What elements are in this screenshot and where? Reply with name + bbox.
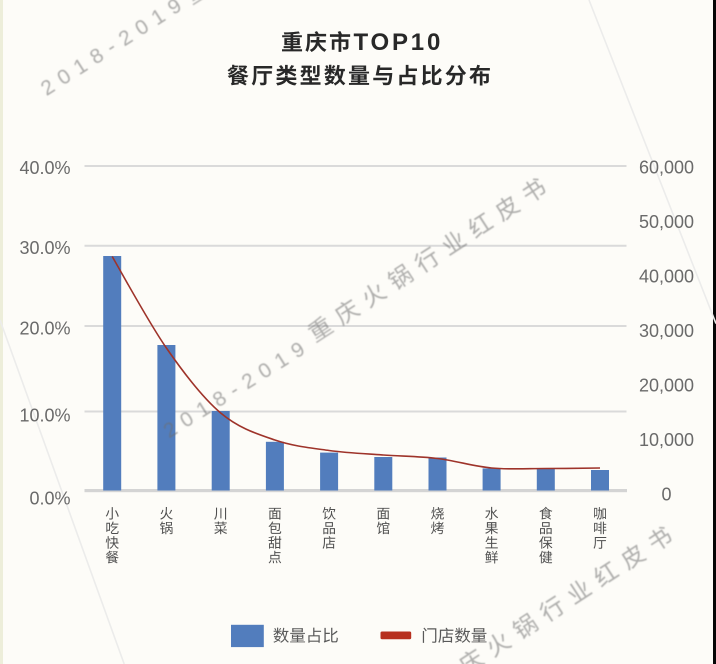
svg-text:60,000: 60,000	[639, 158, 694, 178]
svg-text:0.0%: 0.0%	[29, 489, 70, 509]
svg-text:30,000: 30,000	[639, 321, 694, 341]
svg-text:10,000: 10,000	[639, 430, 694, 450]
svg-text:20.0%: 20.0%	[19, 319, 70, 339]
svg-text:TOP10: TOP10	[354, 29, 444, 56]
svg-text:10.0%: 10.0%	[19, 406, 70, 426]
svg-text:20,000: 20,000	[639, 376, 694, 396]
svg-text:30.0%: 30.0%	[19, 238, 70, 258]
svg-text:40.0%: 40.0%	[19, 158, 70, 178]
svg-text:50,000: 50,000	[639, 212, 694, 232]
svg-text:0: 0	[661, 485, 671, 505]
svg-text:40,000: 40,000	[639, 267, 694, 287]
